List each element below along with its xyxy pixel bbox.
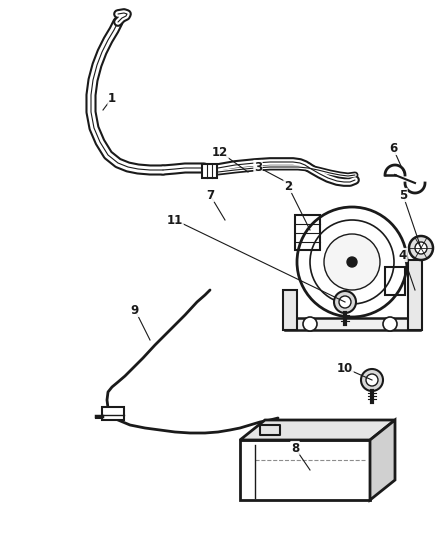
Circle shape <box>338 296 350 308</box>
Text: 8: 8 <box>290 441 298 455</box>
Polygon shape <box>369 420 394 500</box>
Polygon shape <box>283 290 297 330</box>
Circle shape <box>365 374 377 386</box>
Text: 1: 1 <box>108 92 116 104</box>
Polygon shape <box>407 260 421 330</box>
Circle shape <box>408 236 432 260</box>
Text: 10: 10 <box>336 361 352 375</box>
Text: 9: 9 <box>131 303 139 317</box>
Circle shape <box>323 234 379 290</box>
Polygon shape <box>240 420 394 440</box>
Circle shape <box>414 242 426 254</box>
Circle shape <box>382 317 396 331</box>
FancyBboxPatch shape <box>201 164 216 178</box>
Text: 6: 6 <box>388 141 396 155</box>
Circle shape <box>346 257 356 267</box>
Text: 7: 7 <box>205 189 214 201</box>
Text: 2: 2 <box>283 180 291 192</box>
Text: 11: 11 <box>166 214 183 227</box>
Circle shape <box>302 317 316 331</box>
FancyBboxPatch shape <box>102 407 124 420</box>
Polygon shape <box>284 318 419 330</box>
FancyBboxPatch shape <box>384 267 404 295</box>
Circle shape <box>333 291 355 313</box>
Circle shape <box>360 369 382 391</box>
Text: 5: 5 <box>398 189 406 201</box>
Text: 12: 12 <box>212 146 228 158</box>
FancyBboxPatch shape <box>294 215 319 250</box>
Polygon shape <box>240 440 369 500</box>
Text: 4: 4 <box>398 248 406 262</box>
Text: 3: 3 <box>253 160 261 174</box>
